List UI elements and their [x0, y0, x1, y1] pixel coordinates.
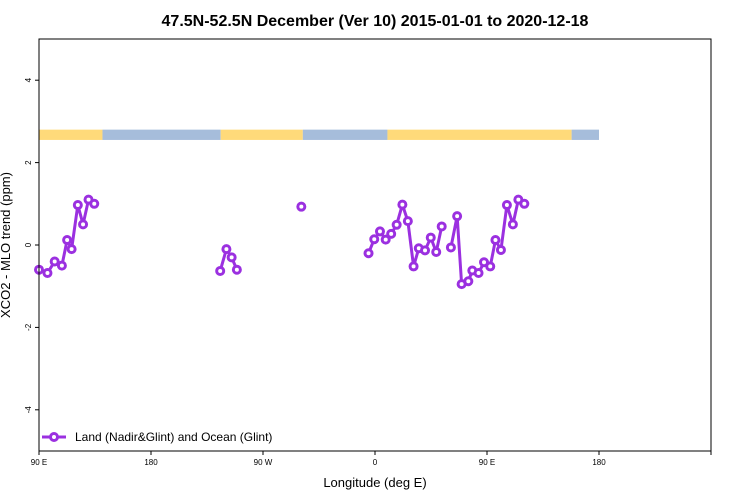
data-point — [452, 211, 463, 222]
x-axis-label: Longitude (deg E) — [323, 475, 426, 490]
data-point — [231, 264, 242, 275]
data-point — [42, 268, 53, 279]
data-point — [445, 242, 456, 253]
data-point — [380, 234, 391, 245]
x-tick-label: 0 — [373, 458, 378, 467]
data-point — [408, 261, 419, 272]
data-point — [374, 226, 385, 237]
y-axis-label: XCO2 - MLO trend (ppm) — [0, 172, 13, 318]
data-point — [62, 235, 73, 246]
bar-segment-ocean — [571, 129, 599, 140]
data-point — [519, 198, 530, 209]
data-point — [473, 268, 484, 279]
x-axis: 90 E 180 90 W 0 90 E 180 — [31, 451, 712, 467]
series-line — [38, 198, 96, 275]
data-point — [89, 198, 100, 209]
data-point — [49, 256, 60, 267]
data-point — [391, 219, 402, 230]
data-point — [425, 232, 436, 243]
chart-title: 47.5N-52.5N December (Ver 10) 2015-01-01… — [162, 13, 589, 30]
bar-segment-ocean — [302, 129, 388, 140]
data-point — [490, 235, 501, 246]
data-point — [485, 261, 496, 272]
bar-segment-ocean — [102, 129, 221, 140]
data-point — [78, 219, 89, 230]
data-point — [215, 265, 226, 276]
legend-label: Land (Nadir&Glint) and Ocean (Glint) — [75, 430, 272, 444]
x-tick-label: 180 — [144, 458, 158, 467]
y-tick-label: 4 — [24, 77, 33, 82]
legend: Land (Nadir&Glint) and Ocean (Glint) — [42, 430, 272, 444]
series-layer — [34, 194, 530, 290]
data-point — [420, 245, 431, 256]
data-point — [463, 276, 474, 287]
data-point — [397, 199, 408, 210]
y-tick-label: 2 — [24, 160, 33, 165]
data-point — [402, 216, 413, 227]
bar-segment-land — [387, 129, 572, 140]
data-point — [66, 244, 77, 255]
y-tick-label: -4 — [24, 406, 33, 414]
data-point — [495, 244, 506, 255]
data-point — [296, 201, 307, 212]
land-ocean-bar — [39, 129, 599, 140]
data-point — [431, 247, 442, 258]
data-point — [226, 252, 237, 263]
data-point — [56, 260, 67, 271]
data-point — [436, 221, 447, 232]
bar-segment-land — [39, 129, 103, 140]
data-point — [501, 200, 512, 211]
data-point — [369, 234, 380, 245]
x-tick-label: 90 E — [479, 458, 495, 467]
y-tick-label: 0 — [24, 242, 33, 247]
data-point — [363, 248, 374, 259]
y-axis: -4 -2 0 2 4 — [24, 77, 39, 413]
x-tick-label: 90 E — [31, 458, 47, 467]
data-point — [72, 200, 83, 211]
bar-segment-land — [220, 129, 303, 140]
data-point — [221, 244, 232, 255]
y-tick-label: -2 — [24, 323, 33, 331]
x-tick-label: 180 — [592, 458, 606, 467]
data-point — [386, 228, 397, 239]
x-tick-label: 90 W — [254, 458, 273, 467]
data-point — [507, 219, 518, 230]
legend-marker — [49, 432, 59, 442]
